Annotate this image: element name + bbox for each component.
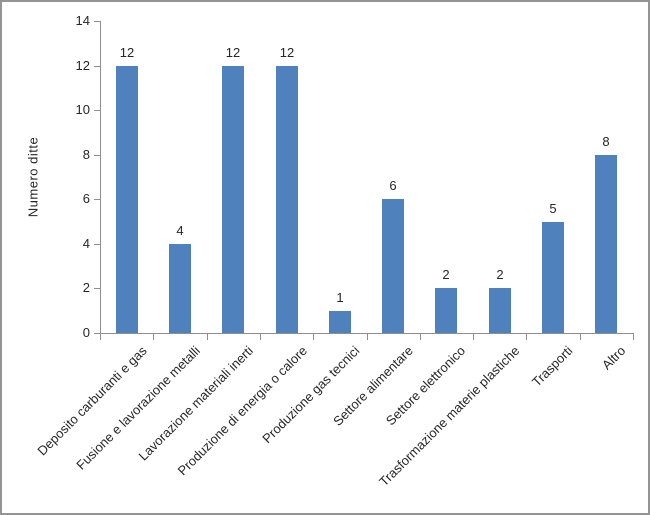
y-tick: [94, 199, 100, 200]
x-axis-line: [100, 333, 634, 334]
y-tick: [94, 288, 100, 289]
bar-value-label: 12: [225, 45, 241, 60]
bar: [276, 66, 298, 333]
y-tick-label: 8: [82, 147, 90, 162]
x-tick: [633, 334, 634, 340]
bar: [116, 66, 138, 333]
y-axis-title: Numero ditte: [25, 136, 41, 218]
bar: [222, 66, 244, 333]
x-tick: [526, 334, 527, 340]
bar-value-label: 12: [119, 45, 135, 60]
x-tick: [260, 334, 261, 340]
y-tick-label: 0: [82, 325, 90, 340]
y-tick-label: 2: [82, 280, 90, 295]
bar-value-label: 5: [549, 201, 557, 216]
bar-value-label: 2: [442, 267, 450, 282]
x-tick: [473, 334, 474, 340]
y-axis-line: [100, 21, 101, 334]
bar: [169, 244, 191, 333]
x-category-label: Produzione gas tecnici: [259, 343, 363, 447]
y-tick-label: 14: [75, 13, 90, 28]
y-tick-label: 4: [82, 236, 90, 251]
y-tick-label: 6: [82, 191, 90, 206]
bar: [542, 222, 564, 333]
bar: [489, 288, 511, 333]
bar: [595, 155, 617, 333]
bar-value-label: 4: [176, 223, 184, 238]
x-tick: [100, 334, 101, 340]
y-tick: [94, 66, 100, 67]
y-tick: [94, 110, 100, 111]
x-tick: [153, 334, 154, 340]
y-tick: [94, 155, 100, 156]
x-tick: [367, 334, 368, 340]
bar-value-label: 1: [336, 290, 344, 305]
y-tick: [94, 21, 100, 22]
bar-value-label: 8: [602, 134, 610, 149]
y-tick: [94, 333, 100, 334]
x-tick: [207, 334, 208, 340]
bar: [329, 311, 351, 333]
x-tick: [420, 334, 421, 340]
x-category-label: Altro: [599, 343, 629, 373]
y-tick: [94, 244, 100, 245]
bar-value-label: 6: [389, 178, 397, 193]
y-tick-label: 10: [75, 102, 90, 117]
bar-value-label: 2: [496, 267, 504, 282]
x-category-label: Trasporti: [529, 343, 576, 390]
x-tick: [580, 334, 581, 340]
y-tick-label: 12: [75, 58, 90, 73]
x-tick: [313, 334, 314, 340]
bar-value-label: 12: [279, 45, 295, 60]
bar: [435, 288, 457, 333]
bar: [382, 199, 404, 333]
